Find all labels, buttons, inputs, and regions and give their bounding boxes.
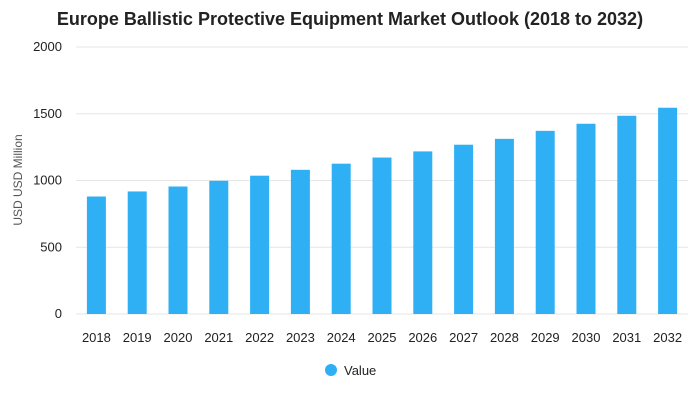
x-tick-label: 2027 [449, 330, 478, 345]
bar-2019[interactable] [127, 191, 147, 314]
bars [86, 107, 678, 315]
x-tick-label: 2019 [123, 330, 152, 345]
x-tick-label: 2032 [653, 330, 682, 345]
bar-2020[interactable] [168, 186, 188, 314]
y-tick-label: 0 [55, 306, 62, 321]
y-tick-label: 500 [40, 239, 62, 254]
x-tick-label: 2025 [368, 330, 397, 345]
y-axis-ticks: 0 500 1000 1500 2000 [33, 39, 62, 321]
bar-2031[interactable] [617, 115, 637, 314]
bar-2030[interactable] [576, 123, 596, 314]
x-tick-label: 2031 [612, 330, 641, 345]
bar-2024[interactable] [331, 163, 351, 314]
x-axis-ticks: 2018 2019 2020 2021 2022 2023 2024 2025 2026 2027… [82, 330, 682, 345]
bar-2026[interactable] [413, 151, 433, 314]
bar-2028[interactable] [494, 138, 514, 314]
x-tick-label: 2020 [164, 330, 193, 345]
y-tick-label: 1000 [33, 173, 62, 188]
legend[interactable]: Value [325, 363, 376, 378]
bar-2032[interactable] [658, 107, 678, 315]
x-tick-label: 2021 [204, 330, 233, 345]
bar-2027[interactable] [454, 144, 474, 314]
y-tick-label: 2000 [33, 39, 62, 54]
x-tick-label: 2024 [327, 330, 356, 345]
bar-2018[interactable] [86, 196, 106, 314]
legend-label: Value [344, 363, 376, 378]
chart-title: Europe Ballistic Protective Equipment Ma… [57, 9, 643, 29]
bar-2021[interactable] [209, 180, 229, 314]
x-tick-label: 2029 [531, 330, 560, 345]
bar-2025[interactable] [372, 157, 392, 314]
y-axis-label: USD USD Million [11, 134, 25, 225]
x-tick-label: 2028 [490, 330, 519, 345]
legend-swatch [325, 364, 337, 376]
x-tick-label: 2018 [82, 330, 111, 345]
x-tick-label: 2030 [572, 330, 601, 345]
bar-2023[interactable] [290, 169, 310, 314]
bar-2029[interactable] [535, 130, 555, 314]
bar-2022[interactable] [250, 175, 270, 314]
x-tick-label: 2023 [286, 330, 315, 345]
y-tick-label: 1500 [33, 106, 62, 121]
x-tick-label: 2022 [245, 330, 274, 345]
x-tick-label: 2026 [408, 330, 437, 345]
